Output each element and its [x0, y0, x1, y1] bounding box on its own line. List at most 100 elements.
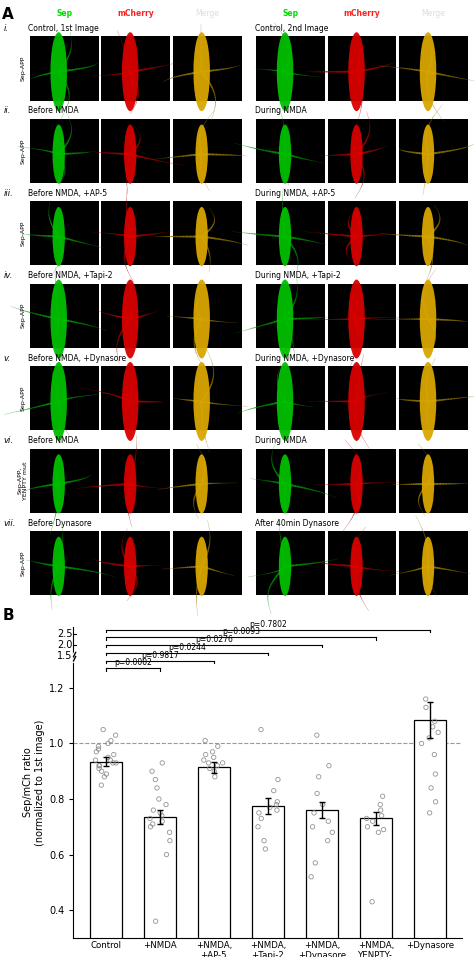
Bar — [173, 449, 241, 513]
Bar — [173, 531, 241, 595]
Ellipse shape — [277, 279, 293, 359]
Ellipse shape — [348, 33, 365, 111]
Ellipse shape — [277, 362, 293, 441]
Ellipse shape — [53, 207, 65, 266]
Point — [214, 739, 222, 754]
Point — [380, 822, 387, 837]
Point — [434, 724, 442, 740]
Text: v.: v. — [4, 354, 11, 363]
Point — [95, 742, 102, 757]
Text: Sep: Sep — [283, 9, 299, 18]
Text: p=0.9817: p=0.9817 — [141, 651, 179, 659]
Point — [270, 783, 278, 798]
Ellipse shape — [350, 455, 363, 514]
Bar — [360, 818, 392, 957]
Text: Merge: Merge — [195, 9, 219, 18]
Ellipse shape — [422, 537, 434, 596]
Ellipse shape — [422, 207, 434, 266]
Text: p=0.0002: p=0.0002 — [114, 658, 152, 667]
Ellipse shape — [50, 33, 67, 111]
Point — [155, 791, 163, 807]
Text: Sep-APP: Sep-APP — [20, 56, 25, 81]
Point — [112, 727, 119, 743]
Text: B: B — [2, 608, 14, 623]
Point — [211, 769, 219, 785]
Point — [102, 767, 110, 782]
Text: mCherry: mCherry — [117, 9, 154, 18]
Point — [376, 797, 384, 812]
Point — [254, 819, 262, 835]
Point — [266, 800, 273, 815]
Ellipse shape — [122, 33, 138, 111]
Bar — [173, 283, 241, 348]
Point — [418, 736, 425, 751]
Point — [311, 856, 319, 871]
Bar — [399, 36, 468, 100]
Text: During NMDA, +Tapi-2: During NMDA, +Tapi-2 — [255, 271, 340, 280]
Point — [166, 825, 173, 840]
Text: Sep: Sep — [56, 9, 72, 18]
Ellipse shape — [50, 279, 67, 359]
Ellipse shape — [348, 362, 365, 441]
Ellipse shape — [279, 455, 291, 514]
Text: i.: i. — [4, 24, 9, 33]
Point — [107, 752, 114, 768]
Bar — [101, 367, 170, 431]
Ellipse shape — [348, 279, 365, 359]
Point — [369, 813, 376, 829]
Bar — [144, 817, 176, 957]
Point — [429, 719, 437, 734]
Bar — [256, 201, 325, 265]
Text: After 40min Dynasore: After 40min Dynasore — [255, 519, 339, 527]
Point — [273, 794, 281, 810]
Point — [417, 380, 424, 395]
Bar — [256, 531, 325, 595]
Bar — [101, 531, 170, 595]
Point — [274, 772, 282, 788]
Point — [262, 841, 269, 857]
Ellipse shape — [124, 537, 137, 596]
Point — [377, 803, 384, 818]
Text: vi.: vi. — [4, 436, 14, 445]
Point — [149, 816, 156, 832]
Bar — [173, 36, 241, 100]
Point — [100, 722, 107, 737]
Point — [427, 780, 435, 795]
Text: Sep-APP: Sep-APP — [20, 221, 25, 246]
Text: iii.: iii. — [4, 189, 14, 198]
Bar — [399, 531, 468, 595]
Bar — [399, 119, 468, 183]
Ellipse shape — [277, 33, 293, 111]
Point — [209, 745, 216, 760]
Text: ii.: ii. — [4, 106, 11, 116]
Point — [163, 847, 170, 862]
Point — [324, 833, 331, 848]
Text: p=0.0276: p=0.0276 — [195, 635, 233, 644]
Point — [310, 805, 318, 820]
Point — [146, 819, 154, 835]
Point — [257, 811, 265, 826]
Text: During NMDA, +AP-5: During NMDA, +AP-5 — [255, 189, 335, 198]
Bar — [252, 806, 284, 957]
Text: Merge: Merge — [421, 9, 446, 18]
Bar — [328, 283, 396, 348]
Text: Before NMDA, +AP-5: Before NMDA, +AP-5 — [28, 189, 108, 198]
Ellipse shape — [279, 207, 291, 266]
Point — [430, 746, 438, 762]
Point — [200, 752, 208, 768]
Bar — [101, 449, 170, 513]
Ellipse shape — [124, 455, 137, 514]
Text: 2.0: 2.0 — [57, 640, 73, 650]
Point — [152, 772, 159, 788]
Point — [325, 758, 333, 773]
Point — [210, 749, 218, 765]
Point — [112, 755, 120, 770]
Bar — [328, 531, 396, 595]
Point — [158, 813, 166, 829]
Point — [307, 869, 315, 884]
Text: 1.5: 1.5 — [57, 651, 73, 661]
Point — [166, 833, 173, 848]
Ellipse shape — [195, 537, 208, 596]
Bar — [399, 367, 468, 431]
Text: Before NMDA: Before NMDA — [28, 436, 79, 445]
